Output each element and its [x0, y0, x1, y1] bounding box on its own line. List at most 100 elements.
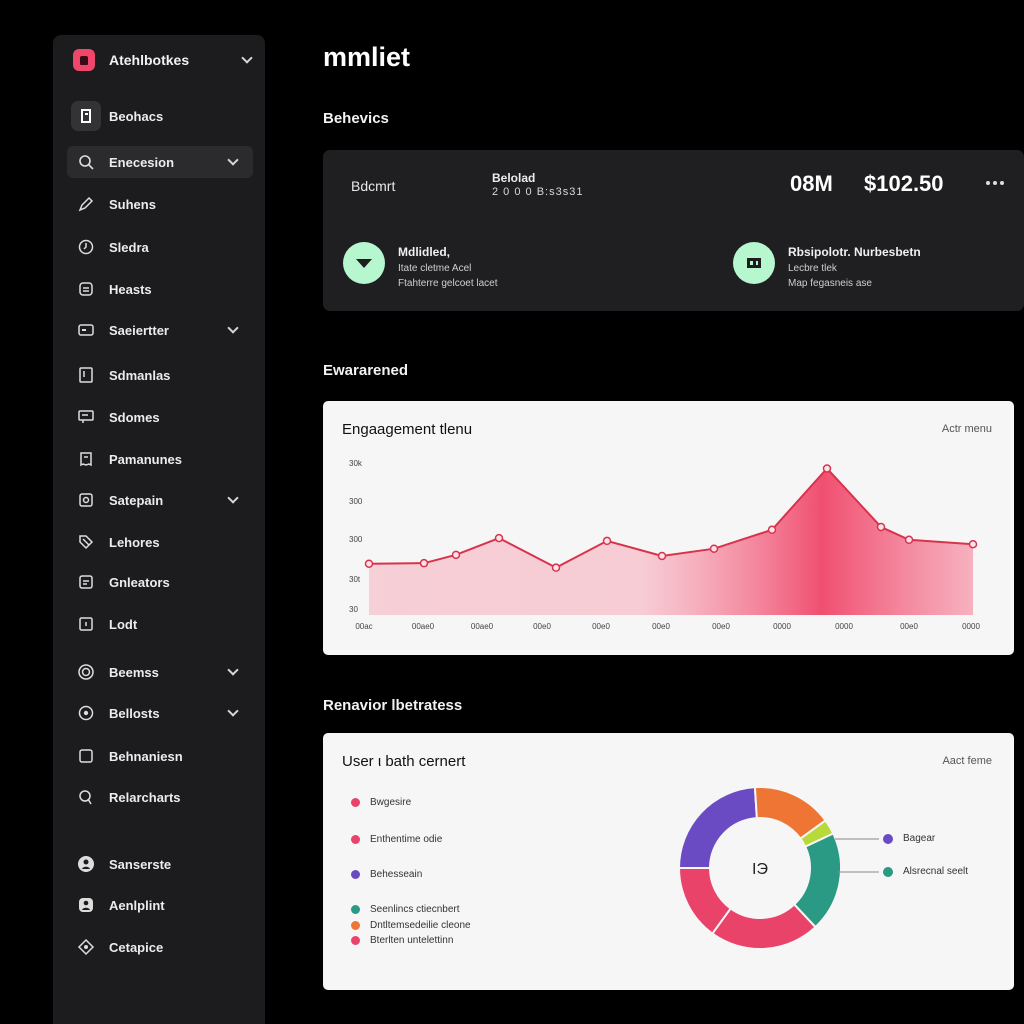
sidebar-item[interactable]: Lehores: [67, 526, 253, 558]
sidebar-item[interactable]: Behnaniesn: [67, 740, 253, 772]
workspace-logo-icon: [73, 49, 95, 71]
sidebar-item[interactable]: Sanserste: [67, 848, 253, 880]
x-tick-label: 0000: [773, 622, 791, 631]
sidebar-item[interactable]: Satepain: [67, 484, 253, 516]
search-icon: [77, 153, 95, 171]
x-tick-label: 00ae0: [412, 622, 435, 631]
legend-item: Bwgesire: [351, 797, 551, 808]
workspace-switcher[interactable]: Atehlbotkes: [73, 47, 253, 73]
data-point: [767, 525, 777, 535]
payment-method-line: Ftahterre gelcoet lacet: [398, 278, 498, 289]
payment-method-title: Mdlidled,: [398, 245, 450, 259]
gear-icon: [77, 704, 95, 722]
message-icon: [77, 408, 95, 426]
sidebar-item-label: Beohacs: [109, 108, 164, 124]
sidebar-item[interactable]: Relarcharts: [67, 781, 253, 813]
legend-label: Bwgesire: [370, 797, 412, 808]
sidebar-item-label: Gnleators: [109, 574, 170, 590]
area-fill: [369, 468, 973, 615]
data-point: [494, 533, 504, 543]
sidebar-item-label: Satepain: [109, 492, 164, 508]
sidebar-item-label: Cetapice: [109, 939, 164, 955]
sidebar-item-label: Behnaniesn: [109, 748, 183, 764]
payment-method[interactable]: Rbsipolotr. Nurbesbetn Lecbre tlek Map f…: [733, 242, 921, 289]
donut-center-label: IЭ: [752, 861, 768, 878]
billing-plan-label: Bdcmrt: [351, 178, 396, 194]
sidebar-item-label: Aenlplint: [109, 897, 165, 913]
data-point: [419, 558, 429, 568]
card-icon: [343, 242, 385, 284]
legend-item: Seenlincs ctiecnbert: [351, 904, 551, 915]
y-tick-label: 30k: [349, 459, 363, 468]
sidebar-item[interactable]: Heasts: [67, 273, 253, 305]
chart-title: Engaagement tlenu: [342, 421, 473, 438]
sidebar-item-label: Lodt: [109, 616, 138, 632]
chevron-down-icon[interactable]: [227, 322, 239, 334]
chart-title: User ι bath cernert: [342, 753, 466, 770]
legend-label: Bagear: [903, 833, 936, 844]
y-tick-label: 30: [349, 605, 358, 614]
x-tick-label: 00ac: [355, 622, 372, 631]
legend-label: Dntltemsedeilie cleone: [370, 920, 471, 931]
legend-item: Bterlten untelettinn: [351, 935, 551, 946]
chart-action-menu[interactable]: Actr menu: [941, 423, 992, 435]
sidebar-item[interactable]: Aenlplint: [67, 889, 253, 921]
sidebar-item[interactable]: Lodt: [67, 608, 253, 640]
sidebar-item[interactable]: Sdomes: [67, 401, 253, 433]
section-title-engagement: Ewararened: [323, 362, 409, 379]
pen-icon: [77, 195, 95, 213]
square-icon: [77, 747, 95, 765]
x-tick-label: 00ae0: [471, 622, 494, 631]
bookmark-icon: [77, 366, 95, 384]
x-tick-label: 00e0: [652, 622, 670, 631]
sidebar-item-label: Pamanunes: [109, 451, 182, 467]
sidebar-item-label: Beemss: [109, 664, 159, 680]
sidebar-item[interactable]: Cetapice: [67, 931, 253, 963]
section-title-billing: Behevics: [323, 110, 389, 127]
sidebar-item[interactable]: Bellosts: [67, 697, 253, 729]
sidebar-item[interactable]: Suhens: [67, 188, 253, 220]
chevron-down-icon[interactable]: [227, 664, 239, 676]
user-badge-icon: [77, 896, 95, 914]
sidebar-item[interactable]: Gnleators: [67, 566, 253, 598]
billing-amount: $102.50: [864, 171, 944, 196]
user-circle-icon: [77, 855, 95, 873]
payment-method-title: Rbsipolotr. Nurbesbetn: [788, 245, 921, 259]
sidebar-item-label: Sdmanlas: [109, 367, 171, 383]
legend-swatch: [351, 798, 360, 807]
lock-icon: [77, 615, 95, 633]
sidebar-item[interactable]: Enecesion: [67, 146, 253, 178]
legend-label: Enthentime odie: [370, 834, 443, 845]
data-point: [709, 544, 719, 553]
sidebar-item[interactable]: Saeiertter: [67, 314, 253, 346]
chevron-down-icon[interactable]: [227, 492, 239, 504]
sidebar-item[interactable]: Sdmanlas: [67, 359, 253, 391]
sidebar-item[interactable]: Pamanunes: [67, 443, 253, 475]
payment-method[interactable]: Mdlidled, Itate cletme Acel Ftahterre ge…: [343, 242, 498, 289]
chevron-down-icon[interactable]: [227, 154, 239, 166]
user-donut-chart: IЭ: [677, 786, 879, 950]
chart-action-menu[interactable]: Aact feme: [942, 755, 992, 767]
more-options-icon[interactable]: [983, 171, 1007, 195]
file-icon: [77, 280, 95, 298]
sidebar: Atehlbotkes Beohacs Enecesion Suhens Sledra…: [53, 35, 265, 1024]
sidebar-item-label: Suhens: [109, 196, 156, 212]
receipt-icon: [77, 450, 95, 468]
legend-swatch: [351, 905, 360, 914]
engagement-chart-card: Engaagement tlenu Actr menu 30k 300 300 30t…: [323, 401, 1014, 655]
data-point: [968, 539, 978, 549]
bank-icon: [733, 242, 775, 284]
legend-item: Bagear: [883, 833, 935, 844]
sidebar-item[interactable]: Sledra: [67, 231, 253, 263]
legend-swatch: [883, 866, 893, 877]
document-icon: [71, 101, 101, 131]
data-point: [904, 535, 914, 545]
billing-card: Bdcmrt Belolad 2 0 0 0 B:s3s31 08M $102.…: [323, 150, 1024, 311]
sidebar-item[interactable]: Beemss: [67, 656, 253, 688]
legend-item: Alsrecnal seelt: [883, 866, 968, 877]
data-point: [657, 551, 667, 561]
chevron-down-icon[interactable]: [227, 705, 239, 717]
pin-icon: [77, 788, 95, 806]
layers-icon: [77, 573, 95, 591]
sidebar-item[interactable]: Beohacs: [67, 100, 253, 132]
